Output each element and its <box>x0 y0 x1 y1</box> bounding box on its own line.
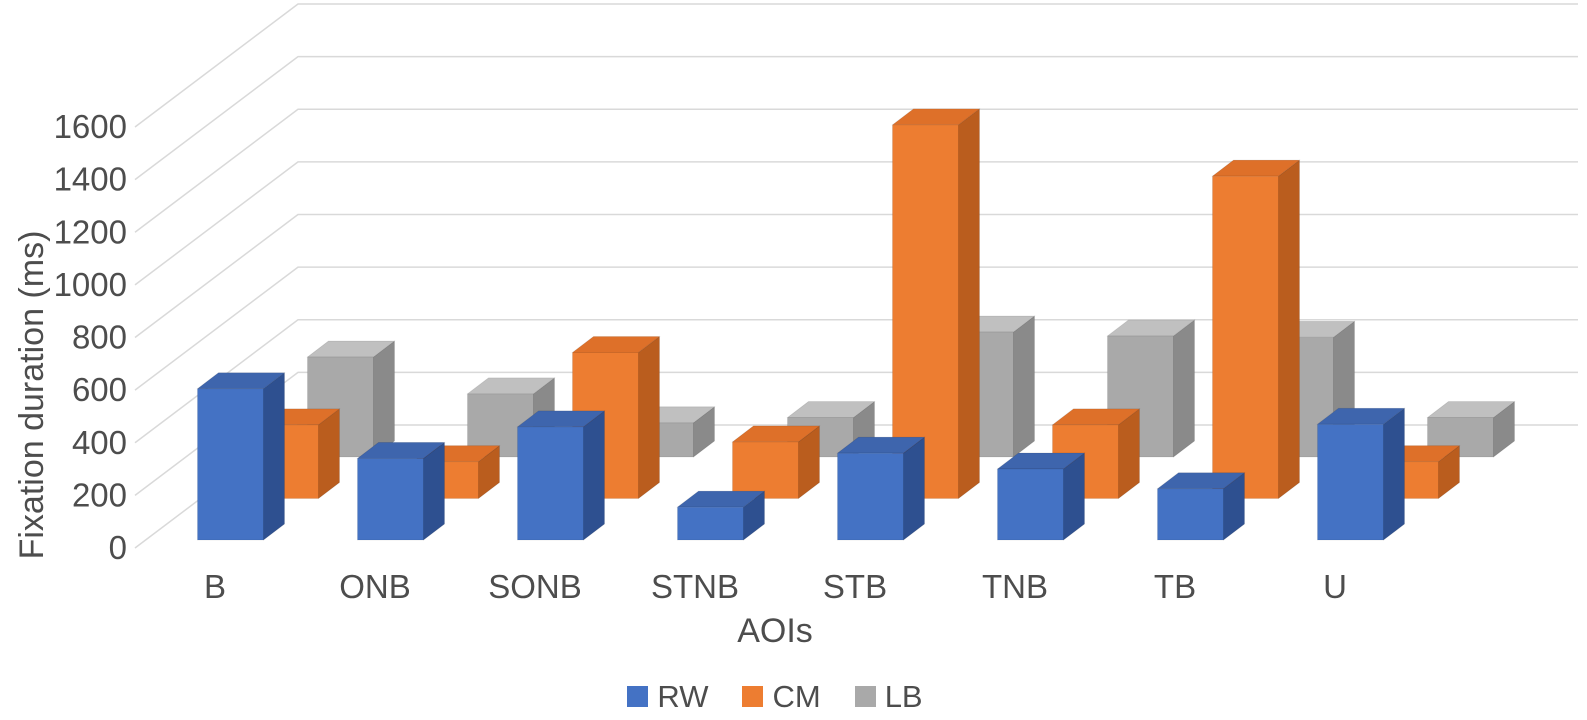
bar-front-face <box>1317 423 1384 541</box>
chart-legend: RW CM LB <box>135 679 1415 714</box>
bar-RW-TNB <box>996 452 1086 541</box>
bar-RW-TB <box>1156 471 1246 541</box>
bar-RW-SONB <box>516 410 606 541</box>
legend-label-RW: RW <box>657 679 709 714</box>
bar-front-face <box>1212 175 1279 499</box>
y-tick-label: 0 <box>109 529 127 566</box>
bar-LB-U <box>1426 400 1516 458</box>
bar-RW-ONB <box>356 441 446 541</box>
x-axis-title: AOIs <box>737 612 813 650</box>
y-tick-label: 800 <box>72 319 127 356</box>
bar-CM-TB <box>1211 159 1301 500</box>
bar-side-face <box>638 335 660 500</box>
y-tick-label: 1400 <box>54 161 127 198</box>
y-tick-label: 1000 <box>54 266 127 303</box>
bar-side-face <box>1173 319 1195 458</box>
legend-item-RW: RW <box>627 679 709 714</box>
bar-front-face <box>732 441 799 499</box>
bar-RW-U <box>1316 407 1406 541</box>
bar-side-face <box>423 441 445 541</box>
bar-CM-STB <box>891 108 981 500</box>
bar-front-face <box>677 506 744 541</box>
y-tick-label: 1200 <box>54 213 127 250</box>
y-axis-title: Fixation duration (ms) <box>13 230 51 560</box>
bar-side-face <box>583 410 605 541</box>
y-tick-label: 400 <box>72 424 127 461</box>
x-category-label: ONB <box>339 568 411 605</box>
bar-front-face <box>357 458 424 541</box>
gridline <box>134 55 1578 181</box>
bar-front-face <box>1157 488 1224 541</box>
bar-front-face <box>997 468 1064 541</box>
bar-side-face <box>903 436 925 541</box>
gridline <box>134 108 1578 233</box>
x-category-label: STNB <box>651 568 739 605</box>
legend-item-CM: CM <box>742 679 821 714</box>
x-category-label: TNB <box>982 568 1048 605</box>
bar-RW-STB <box>836 436 926 541</box>
bar-side-face <box>958 108 980 500</box>
gridline <box>134 266 1578 391</box>
bar-side-face <box>263 371 285 541</box>
legend-item-LB: LB <box>854 679 923 714</box>
gridline <box>134 161 1578 286</box>
bar-CM-STNB <box>731 425 821 500</box>
y-tick-label: 1600 <box>54 108 127 145</box>
bar-RW-STNB <box>676 490 766 541</box>
y-tick-label: 200 <box>72 476 127 513</box>
bar-front-face <box>197 388 264 541</box>
x-category-label: SONB <box>488 568 582 605</box>
bar-RW-B <box>196 371 286 541</box>
legend-label-CM: CM <box>772 679 821 714</box>
bar-front-face <box>892 124 959 499</box>
gridline <box>134 319 1578 444</box>
gridline <box>134 213 1578 339</box>
bar-side-face <box>373 340 395 458</box>
legend-swatch-RW <box>627 686 649 707</box>
x-category-label: STB <box>823 568 887 605</box>
y-tick-label: 600 <box>72 371 127 408</box>
bar-front-face <box>837 452 904 541</box>
legend-swatch-LB <box>854 686 876 707</box>
gridline <box>134 3 1578 128</box>
bar-side-face <box>1278 159 1300 500</box>
bar-front-face <box>517 426 584 541</box>
legend-label-LB: LB <box>884 679 923 714</box>
legend-swatch-CM <box>742 686 764 707</box>
bar-side-face <box>1013 315 1035 458</box>
x-category-label: U <box>1323 568 1347 605</box>
x-category-label: B <box>204 568 226 605</box>
bar-side-face <box>1383 407 1405 541</box>
x-category-label: TB <box>1154 568 1196 605</box>
